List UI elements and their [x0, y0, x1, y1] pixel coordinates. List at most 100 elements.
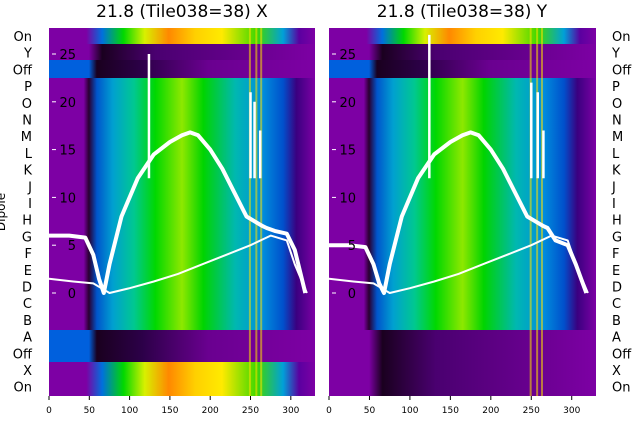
heatmap-row-off-bottom	[329, 330, 596, 380]
overlay-tick-label: 20	[59, 96, 76, 111]
dipole-label: D	[22, 281, 32, 296]
dipole-label: L	[25, 147, 33, 162]
dipole-label: On	[14, 381, 32, 396]
dipole-label: Y	[611, 47, 620, 62]
x-tick-label: 100	[121, 406, 138, 416]
dipole-label: D	[612, 281, 622, 296]
heatmap-streak	[255, 28, 258, 396]
overlay-tick-label: 10	[339, 191, 356, 206]
overlay-tick-label: 0	[68, 287, 76, 302]
dipole-label: H	[612, 214, 622, 229]
chart-title: 21.8 (Tile038=38) X	[96, 2, 268, 22]
dipole-label: G	[22, 230, 32, 245]
dipole-label: E	[612, 264, 620, 279]
overlay-tick-label: 15	[339, 144, 356, 159]
dipole-label: L	[612, 147, 620, 162]
overlay-line	[48, 234, 308, 294]
overlay-tick-label: 5	[348, 239, 356, 254]
x-tick-label: 300	[563, 406, 580, 416]
dipole-label: Off	[612, 63, 632, 78]
x-tick-label: 150	[161, 406, 178, 416]
x-tick-label: 50	[364, 406, 376, 416]
dipole-label: Off	[612, 347, 632, 362]
dipole-label: On	[612, 30, 630, 45]
dipole-label: F	[612, 247, 619, 262]
heatmap-row-off-top	[49, 60, 315, 78]
dipole-label: M	[21, 130, 32, 145]
x-tick-label: 0	[326, 406, 332, 416]
dipole-label: C	[23, 297, 32, 312]
heatmap-row-on-top	[329, 28, 596, 44]
heatmap-x	[49, 28, 315, 396]
x-tick-label: 200	[482, 406, 499, 416]
overlay-ticks-x: 0 5 10 15 20 25	[52, 48, 76, 302]
dipole-label: Off	[13, 63, 33, 78]
heatmap-row-on-bottom	[329, 380, 596, 396]
overlay-tick-label: 20	[339, 96, 356, 111]
heatmap-dipole-rows	[329, 78, 596, 330]
chart-title: 21.8 (Tile038=38) Y	[377, 2, 548, 22]
dipole-label: A	[612, 331, 621, 346]
overlay-tick-label: 0	[348, 287, 356, 302]
dipole-label: Off	[13, 347, 33, 362]
overlay-tick-label: 15	[59, 144, 76, 159]
x-tick-label: 150	[442, 406, 459, 416]
dipole-label: O	[22, 97, 32, 112]
x-tick-label: 100	[401, 406, 418, 416]
heatmap-streak	[529, 28, 532, 396]
x-tick-label: 50	[84, 406, 96, 416]
heatmap-streak	[260, 28, 263, 396]
dipole-label: N	[22, 114, 32, 129]
y-axis-label: Dipole	[0, 193, 8, 231]
dipole-label: On	[612, 381, 630, 396]
dipole-label: G	[612, 230, 622, 245]
heatmap-row-off-bottom	[49, 330, 315, 362]
dipole-label: A	[23, 331, 32, 346]
heatmap-row-on-top	[49, 28, 315, 44]
overlay-tick-label: 10	[59, 191, 76, 206]
dipole-label: E	[24, 264, 32, 279]
x-tick-label: 200	[202, 406, 219, 416]
dipole-label: P	[612, 80, 620, 95]
dipole-label: X	[23, 364, 32, 379]
dipole-label: N	[612, 114, 622, 129]
overlay-tick-label: 25	[339, 48, 356, 63]
overlay-tick-label: 25	[59, 48, 76, 63]
dipole-label: P	[24, 80, 32, 95]
overlay-ticks-y: 0 5 10 15 20 25	[332, 48, 356, 302]
dipole-label: B	[23, 314, 32, 329]
heatmap-dipole-rows	[49, 78, 315, 330]
x-tick-label: 250	[242, 406, 259, 416]
dipole-label: H	[22, 214, 32, 229]
dipole-label: F	[25, 247, 32, 262]
x-ticks-x: 0 50 100 150 200 250 300	[46, 396, 300, 416]
heatmap-streak	[536, 28, 539, 396]
dipole-label: C	[612, 297, 621, 312]
dipole-label: K	[612, 164, 621, 179]
heatmap-row-on-bottom	[49, 362, 315, 396]
heatmap-streak	[248, 28, 251, 396]
dipole-label: On	[14, 30, 32, 45]
heatmap-row-off-top	[329, 60, 596, 78]
overlay-line	[49, 130, 308, 295]
heatmap-row-y	[329, 44, 596, 60]
overlay-tick-label: 5	[68, 239, 76, 254]
heatmap-row-y	[49, 44, 315, 60]
dipole-label: K	[23, 164, 32, 179]
overlay-line	[329, 130, 589, 295]
dipole-label: I	[612, 197, 616, 212]
overlay-x	[48, 28, 308, 396]
panel-y: 21.8 (Tile038=38) Y OnYOffPONMLKJIHGFEDC…	[326, 2, 632, 416]
overlay-y	[328, 28, 589, 396]
dipole-label: J	[611, 180, 616, 195]
heatmap-y	[329, 28, 596, 396]
dipole-label: J	[27, 180, 32, 195]
dipole-label: X	[612, 364, 621, 379]
x-ticks-y: 0 50 100 150 200 250 300	[326, 396, 581, 416]
dipole-label: M	[612, 130, 623, 145]
dipole-label: I	[28, 197, 32, 212]
panel-x: 21.8 (Tile038=38) X Dipole OnYOffPONMLKJ…	[0, 2, 315, 416]
